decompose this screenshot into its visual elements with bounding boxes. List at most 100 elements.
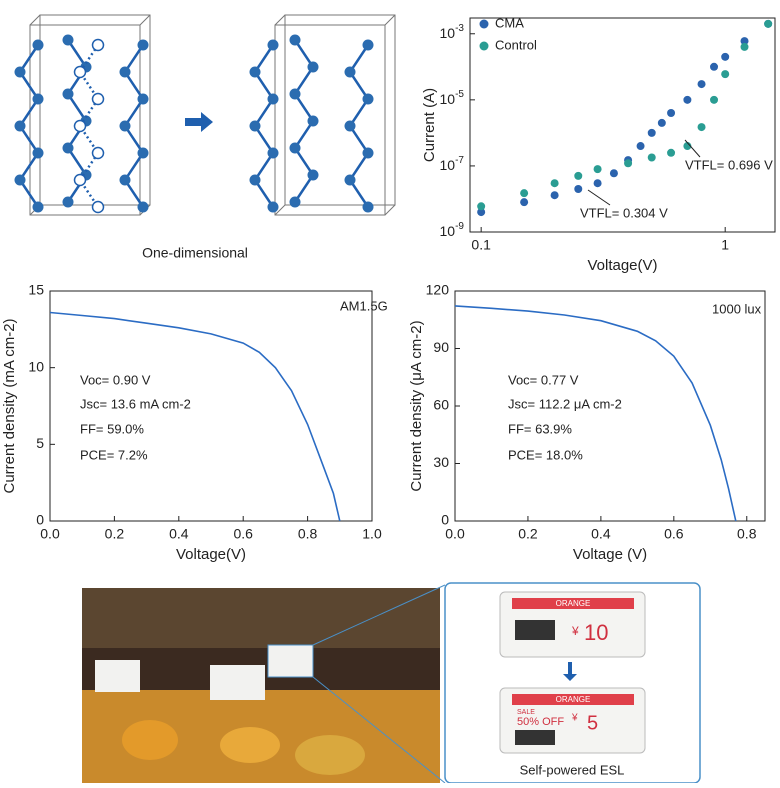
esl-text: ORANGE [556, 695, 591, 704]
annotation: AM1.5G [340, 298, 388, 313]
photo-caption: Self-powered ESL [520, 762, 625, 777]
atom [73, 119, 87, 133]
barcode [515, 730, 555, 745]
data-point [574, 171, 583, 180]
esl-text: ¥ [571, 624, 579, 638]
y-tick-label: 30 [433, 454, 449, 470]
atom [73, 173, 87, 187]
y-tick-label: 15 [28, 282, 44, 298]
data-point [667, 148, 676, 157]
atom [14, 174, 26, 186]
data-point [697, 123, 706, 132]
atom [91, 92, 105, 106]
y-tick-label: 10-7 [440, 155, 465, 173]
y-tick-label: 10-5 [440, 88, 465, 106]
y-tick-label: 10-9 [440, 221, 465, 239]
atom [267, 39, 279, 51]
atom [267, 93, 279, 105]
atom [289, 196, 301, 208]
annotation: FF= 63.9% [508, 421, 572, 436]
atom [91, 200, 105, 214]
data-point [609, 169, 618, 178]
data-point [740, 42, 749, 51]
legend-label: Control [495, 37, 537, 52]
annotation: Jsc= 13.6 mA cm-2 [80, 396, 191, 411]
annotation: VTFL= 0.304 V [580, 205, 668, 220]
atom [362, 93, 374, 105]
atom [14, 66, 26, 78]
atom [73, 65, 87, 79]
annotation: FF= 59.0% [80, 421, 144, 436]
esl-text: ¥ [571, 713, 578, 724]
x-tick-label: 1 [721, 237, 729, 253]
data-point [721, 70, 730, 79]
data-point [740, 37, 749, 46]
data-point [550, 179, 559, 188]
x-axis-label: Voltage(V) [176, 546, 246, 563]
y-tick-label: 0 [441, 512, 449, 528]
atom [249, 66, 261, 78]
plot-frame [49, 290, 373, 522]
atom [119, 120, 131, 132]
y-axis-label: Current density (mA cm-2) [1, 318, 18, 493]
atom [267, 147, 279, 159]
atom [289, 142, 301, 154]
x-tick-label: 0.1 [471, 237, 491, 253]
data-point [593, 165, 602, 174]
cell-box [29, 14, 151, 216]
atom [137, 93, 149, 105]
atom [91, 146, 105, 160]
annotation: VTFL= 0.696 V [685, 157, 773, 172]
atom [344, 174, 356, 186]
atom [289, 34, 301, 46]
legend-marker [479, 41, 489, 51]
y-tick-label: 0 [36, 512, 44, 528]
y-axis-label: Current (A) [421, 88, 438, 162]
tag [267, 644, 314, 678]
data-point [721, 52, 730, 61]
annotation: PCE= 18.0% [508, 447, 583, 462]
data-point [683, 142, 692, 151]
x-tick-label: 0.0 [40, 526, 60, 542]
atom [137, 147, 149, 159]
y-tick-label: 90 [433, 339, 449, 355]
x-tick-label: 0.0 [445, 526, 465, 542]
annotation: Voc= 0.90 V [80, 372, 151, 387]
data-point [477, 202, 486, 211]
y-axis-label: Current density (μA cm-2) [408, 320, 425, 491]
atom [14, 120, 26, 132]
y-tick-label: 5 [36, 435, 44, 451]
atom [137, 39, 149, 51]
x-axis-label: Voltage(V) [587, 257, 657, 274]
x-tick-label: 0.2 [518, 526, 538, 542]
atom [344, 66, 356, 78]
atom [119, 174, 131, 186]
atom [62, 34, 74, 46]
shelf [82, 588, 440, 648]
data-point [520, 198, 529, 207]
fruit [295, 735, 365, 775]
annotation: Voc= 0.77 V [508, 372, 579, 387]
data-point [477, 208, 486, 217]
atom [62, 196, 74, 208]
esl-text: 5 [587, 712, 598, 734]
annotation: PCE= 7.2% [80, 447, 148, 462]
data-point [764, 19, 773, 28]
x-tick-label: 1.0 [362, 526, 382, 542]
annotation: Jsc= 112.2 μA cm-2 [508, 396, 622, 411]
plot-frame [469, 17, 776, 233]
atom [307, 169, 319, 181]
esl-text: 10 [584, 620, 608, 645]
atom [344, 120, 356, 132]
data-point [710, 95, 719, 104]
data-line [454, 305, 737, 522]
data-point [520, 189, 529, 198]
atom [119, 66, 131, 78]
atom [137, 201, 149, 213]
y-tick-label: 10-3 [440, 22, 465, 40]
data-point [574, 185, 583, 194]
esl-header [512, 694, 634, 705]
data-point [697, 80, 706, 89]
atom [32, 39, 44, 51]
data-point [624, 159, 633, 168]
